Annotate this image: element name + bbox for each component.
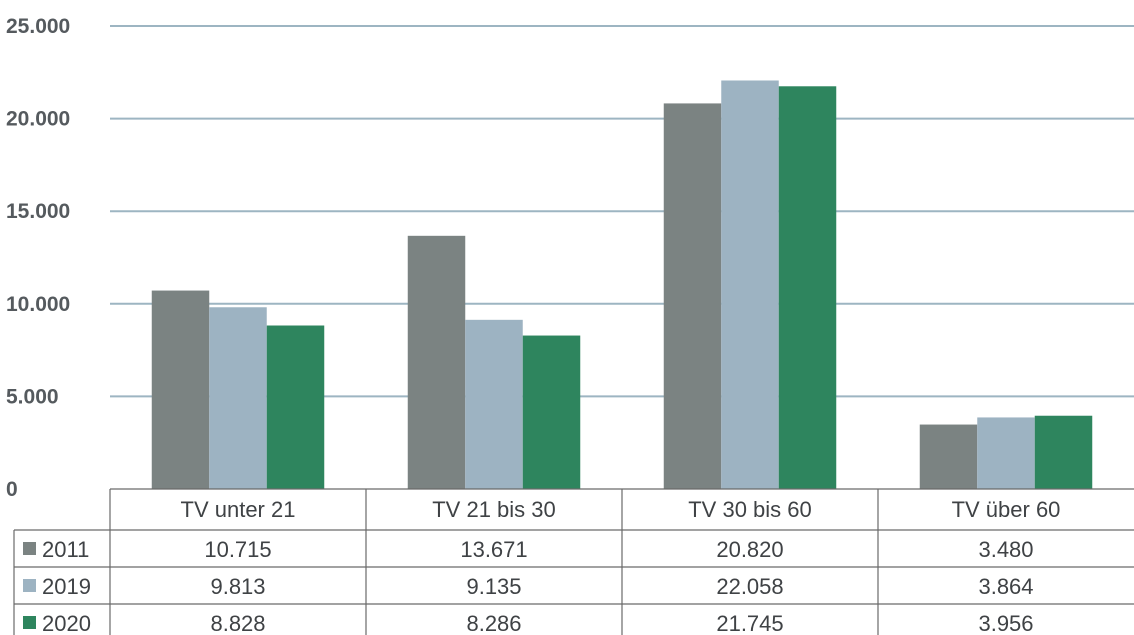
bars — [151, 80, 1093, 490]
category-label: TV unter 21 — [181, 497, 296, 522]
data-label: 20.820 — [716, 537, 783, 562]
data-label: 8.286 — [466, 611, 521, 635]
legend-label: 2019 — [42, 574, 91, 599]
bar-2019 — [721, 80, 779, 489]
data-label: 10.715 — [204, 537, 271, 562]
category-label: TV 30 bis 60 — [688, 497, 812, 522]
bar-2020 — [778, 86, 837, 490]
legend-key-2011 — [23, 542, 36, 555]
legend-key-2020 — [23, 616, 36, 629]
data-label: 21.745 — [716, 611, 783, 635]
category-label: TV 21 bis 30 — [432, 497, 556, 522]
data-label: 8.828 — [210, 611, 265, 635]
y-tick-label: 20.000 — [6, 108, 70, 131]
y-tick-label: 25.000 — [6, 15, 70, 38]
category-label: TV über 60 — [952, 497, 1061, 522]
data-label: 3.956 — [978, 611, 1033, 635]
legend-label: 2011 — [42, 537, 89, 562]
bar-2020 — [1034, 415, 1093, 489]
data-label: 3.480 — [978, 537, 1033, 562]
y-tick-label: 5.000 — [6, 385, 59, 408]
legend-key-2019 — [23, 579, 36, 592]
y-tick-label: 15.000 — [6, 200, 70, 223]
data-label: 3.864 — [978, 574, 1033, 599]
bar-2011 — [663, 103, 722, 489]
bar-2019 — [209, 307, 267, 489]
data-label: 22.058 — [716, 574, 783, 599]
bar-2011 — [151, 290, 210, 489]
legend-label: 2020 — [42, 611, 91, 635]
y-axis-tick-labels: 0 5.000 10.000 15.000 20.000 25.000 — [6, 15, 70, 501]
data-label: 9.813 — [210, 574, 265, 599]
gridlines — [110, 25, 1134, 398]
bar-2019 — [977, 417, 1035, 489]
bar-2020 — [522, 335, 581, 489]
bar-2020 — [266, 325, 325, 489]
data-table: TV unter 21 TV 21 bis 30 TV 30 bis 60 TV üb… — [13, 488, 1134, 635]
bar-2011 — [407, 235, 466, 489]
bar-2011 — [919, 424, 978, 489]
bar-2019 — [465, 319, 523, 489]
y-tick-label: 10.000 — [6, 293, 70, 316]
data-label: 13.671 — [460, 537, 527, 562]
y-tick-label: 0 — [6, 478, 18, 501]
data-label: 9.135 — [466, 574, 521, 599]
